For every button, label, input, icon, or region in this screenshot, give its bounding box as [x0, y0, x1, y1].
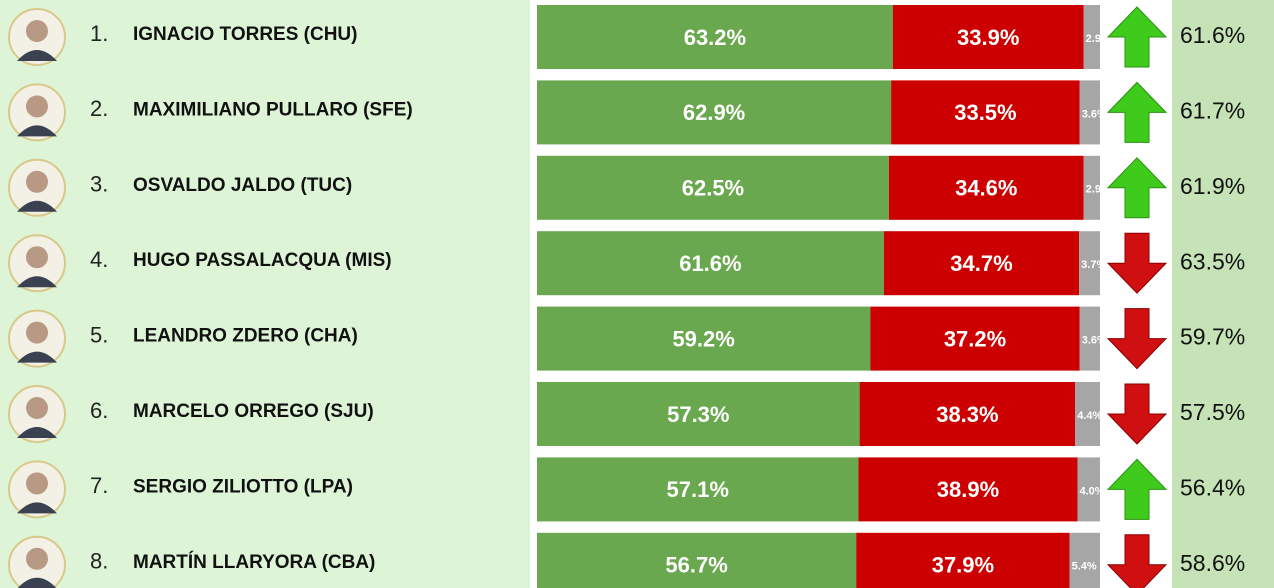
- unsure-bar: [1069, 532, 1100, 588]
- disapprove-bar: [888, 155, 1084, 220]
- unsure-label: 2.9%: [1086, 184, 1111, 196]
- trend-down: [1106, 308, 1168, 370]
- avatar-head: [26, 246, 48, 269]
- name: SERGIO ZILIOTTO (LPA): [133, 476, 353, 497]
- disapprove-bar: [858, 457, 1078, 522]
- name: MARTÍN LLARYORA (CBA): [133, 551, 375, 573]
- unsure-label: 4.0%: [1079, 485, 1104, 497]
- avatar-body: [17, 351, 57, 363]
- trend-down: [1106, 232, 1168, 294]
- trend-up: [1106, 458, 1168, 520]
- previous: 57.5%: [1180, 399, 1245, 425]
- previous: 61.6%: [1180, 22, 1245, 48]
- name: IGNACIO TORRES (CHU): [133, 24, 357, 45]
- name: LEANDRO ZDERO (CHA): [133, 326, 358, 347]
- unsure-bar: [1079, 306, 1100, 371]
- approve-bar: [537, 457, 859, 522]
- avatar-head: [26, 20, 48, 42]
- disapprove-label: 33.5%: [954, 100, 1016, 125]
- approve-label: 56.7%: [665, 553, 727, 578]
- disapprove-bar: [856, 532, 1070, 588]
- unsure-label: 3.6%: [1082, 335, 1107, 347]
- disapprove-bar: [859, 382, 1076, 446]
- unsure-bar: [1079, 80, 1100, 145]
- previous: 59.7%: [1180, 324, 1245, 350]
- approve-bar: [537, 80, 892, 145]
- name: MAXIMILIANO PULLARO (SFE): [133, 99, 413, 120]
- approve-label: 62.5%: [682, 176, 744, 201]
- unsure-bar: [1079, 231, 1100, 296]
- approve-label: 62.9%: [683, 100, 745, 125]
- rank: 2.: [90, 96, 108, 121]
- disapprove-label: 34.6%: [955, 176, 1017, 201]
- approve-bar: [537, 532, 857, 588]
- previous: 56.4%: [1180, 474, 1245, 500]
- avatar-body: [17, 200, 57, 212]
- unsure-label: 4.4%: [1077, 410, 1102, 422]
- avatar-head: [26, 547, 48, 570]
- approve-label: 59.2%: [672, 326, 734, 351]
- disapprove-label: 38.3%: [936, 402, 998, 427]
- avatar-body: [17, 50, 57, 61]
- avatar-body: [17, 577, 57, 588]
- trend-up: [1106, 6, 1168, 68]
- previous: 58.6%: [1180, 550, 1245, 576]
- previous: 61.7%: [1180, 97, 1245, 123]
- avatar-head: [26, 321, 48, 344]
- approve-bar: [537, 155, 889, 220]
- approve-bar: [537, 5, 893, 69]
- avatar-body: [17, 502, 57, 514]
- disapprove-label: 37.9%: [932, 553, 994, 578]
- trend-down: [1106, 383, 1168, 445]
- unsure-bar: [1077, 457, 1100, 522]
- previous: 63.5%: [1180, 248, 1245, 274]
- disapprove-label: 37.2%: [944, 326, 1006, 351]
- previous: 61.9%: [1180, 173, 1245, 199]
- unsure-bar: [1075, 382, 1100, 446]
- rank: 6.: [90, 398, 108, 423]
- rank: 7.: [90, 473, 108, 498]
- approve-bar: [537, 231, 884, 296]
- rank: 8.: [90, 549, 108, 574]
- trend-up: [1106, 157, 1168, 219]
- name: HUGO PASSALACQUA (MIS): [133, 250, 392, 271]
- unsure-label: 3.6%: [1082, 108, 1107, 120]
- disapprove-label: 38.9%: [937, 477, 999, 502]
- disapprove-bar: [891, 80, 1080, 145]
- unsure-bar: [1083, 5, 1100, 69]
- unsure-label: 5.4%: [1072, 561, 1097, 573]
- name: MARCELO ORREGO (SJU): [133, 401, 374, 422]
- unsure-bar: [1083, 155, 1100, 220]
- approve-bar: [537, 306, 871, 371]
- names-background: [0, 0, 530, 588]
- disapprove-bar: [870, 306, 1080, 371]
- rank: 5.: [90, 322, 108, 347]
- approve-label: 57.1%: [667, 477, 729, 502]
- disapprove-bar: [883, 231, 1080, 296]
- rank: 4.: [90, 247, 108, 272]
- previous-background: [1172, 0, 1274, 588]
- avatar-body: [17, 125, 57, 137]
- disapprove-bar: [892, 5, 1084, 69]
- approve-label: 61.6%: [679, 251, 741, 276]
- avatar-body: [17, 427, 57, 438]
- trend-down: [1106, 534, 1168, 588]
- unsure-label: 2.9%: [1086, 33, 1111, 45]
- approve-bar: [537, 382, 860, 446]
- rank: 1.: [90, 21, 108, 46]
- unsure-label: 3.7%: [1081, 259, 1106, 271]
- avatar-body: [17, 276, 57, 288]
- avatar-head: [26, 472, 48, 495]
- avatar-head: [26, 95, 48, 118]
- avatar-head: [26, 170, 48, 193]
- trend-up: [1106, 81, 1168, 143]
- approve-label: 57.3%: [667, 402, 729, 427]
- approve-label: 63.2%: [684, 25, 746, 50]
- rank: 3.: [90, 172, 108, 197]
- avatar-head: [26, 397, 48, 419]
- name: OSVALDO JALDO (TUC): [133, 175, 352, 196]
- disapprove-label: 33.9%: [957, 25, 1019, 50]
- disapprove-label: 34.7%: [950, 251, 1012, 276]
